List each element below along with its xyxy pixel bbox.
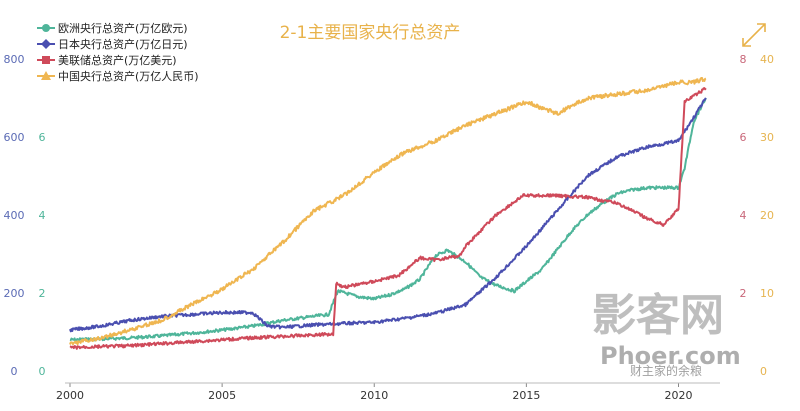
xtick-label: 2005 [208, 389, 236, 402]
ytick-cny: 0 [760, 365, 767, 378]
ytick-jpy: 600 [4, 131, 25, 144]
legend-label: 欧洲央行总资产(万亿欧元) [58, 21, 188, 35]
ytick-cny: 40 [760, 53, 774, 66]
xtick-label: 2020 [664, 389, 692, 402]
xtick-label: 2010 [360, 389, 388, 402]
ytick-usd: 8 [740, 53, 747, 66]
ytick-usd: 2 [740, 287, 747, 300]
ytick-jpy: 400 [4, 209, 25, 222]
ytick-jpy: 800 [4, 53, 25, 66]
chart-title: 2-1主要国家央行总资产 [280, 23, 461, 43]
legend-label: 日本央行总资产(万亿日元) [58, 37, 188, 51]
ytick-usd: 6 [740, 131, 747, 144]
ytick-usd: 4 [740, 209, 747, 222]
series-line-jpy [69, 97, 707, 333]
legend-marker [41, 71, 51, 80]
legend-label: 美联储总资产(万亿美元) [58, 53, 177, 67]
ytick-jpy: 200 [4, 287, 25, 300]
watermark-account: 财主家的余粮 [630, 363, 702, 378]
ytick-eur: 4 [39, 209, 46, 222]
ytick-cny: 20 [760, 209, 774, 222]
series [69, 77, 707, 350]
legend: 欧洲央行总资产(万亿欧元) 日本央行总资产(万亿日元) 美联储总资产(万亿美元) 中国… [37, 21, 199, 83]
legend-marker [42, 24, 50, 32]
xtick-label: 2015 [512, 389, 540, 402]
ytick-cny: 30 [760, 131, 774, 144]
legend-marker [42, 56, 50, 64]
ytick-jpy: 0 [11, 365, 18, 378]
ytick-eur: 6 [39, 131, 46, 144]
watermark-logo: 影客网 [592, 290, 724, 341]
watermark-site: Phoer.com [600, 342, 741, 370]
expand-icon[interactable] [742, 23, 766, 47]
ytick-eur: 0 [39, 365, 46, 378]
watermark: 影客网 Phoer.com 财主家的余粮 [592, 290, 741, 378]
series-line-usd [69, 87, 707, 350]
series-line-cny [69, 77, 707, 346]
series-line-eur [69, 97, 707, 342]
axes: 0 200 400 600 800 0 2 4 6 2 4 6 8 0 10 20 30 40 2000 2005 20… [4, 53, 775, 402]
xtick-label: 2000 [56, 389, 84, 402]
legend-marker [41, 39, 51, 49]
legend-label: 中国央行总资产(万亿人民币) [58, 69, 199, 83]
ytick-eur: 2 [39, 287, 46, 300]
ytick-cny: 10 [760, 287, 774, 300]
